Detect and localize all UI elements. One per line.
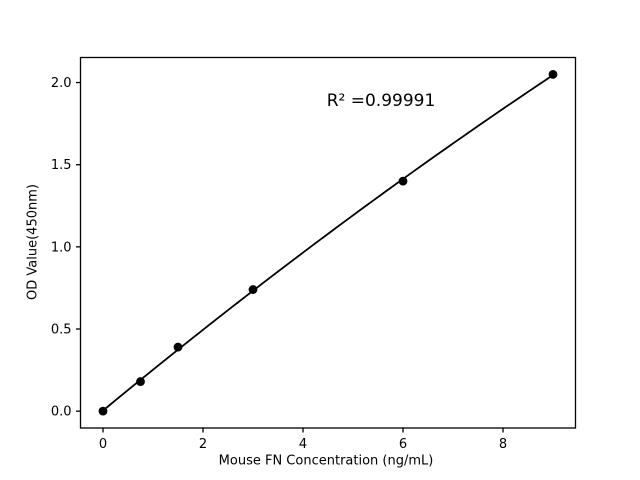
fit-line: [102, 74, 554, 412]
data-point: [548, 69, 558, 79]
x-tick-label: 8: [499, 437, 507, 452]
axes-spines: [79, 56, 577, 429]
data-point: [98, 406, 108, 416]
data-point: [398, 176, 408, 186]
r-squared-annotation: R² =0.99991: [326, 91, 436, 111]
data-point: [136, 377, 145, 386]
data-point: [173, 342, 183, 352]
y-axis-label: OD Value(450nm): [25, 184, 41, 300]
x-tick-label: 6: [399, 437, 407, 452]
x-tick-label: 0: [99, 437, 107, 452]
y-tick-label: 2.0: [51, 76, 72, 91]
x-tick-label: 4: [299, 437, 307, 452]
y-tick-label: 0.0: [51, 405, 72, 420]
y-tick-label: 0.5: [51, 323, 72, 338]
y-tick-label: 1.0: [51, 240, 72, 255]
data-point: [248, 285, 258, 294]
y-tick-label: 1.5: [51, 158, 72, 173]
x-axis-label: Mouse FN Concentration (ng/mL): [218, 453, 434, 469]
x-tick-label: 2: [199, 437, 207, 452]
